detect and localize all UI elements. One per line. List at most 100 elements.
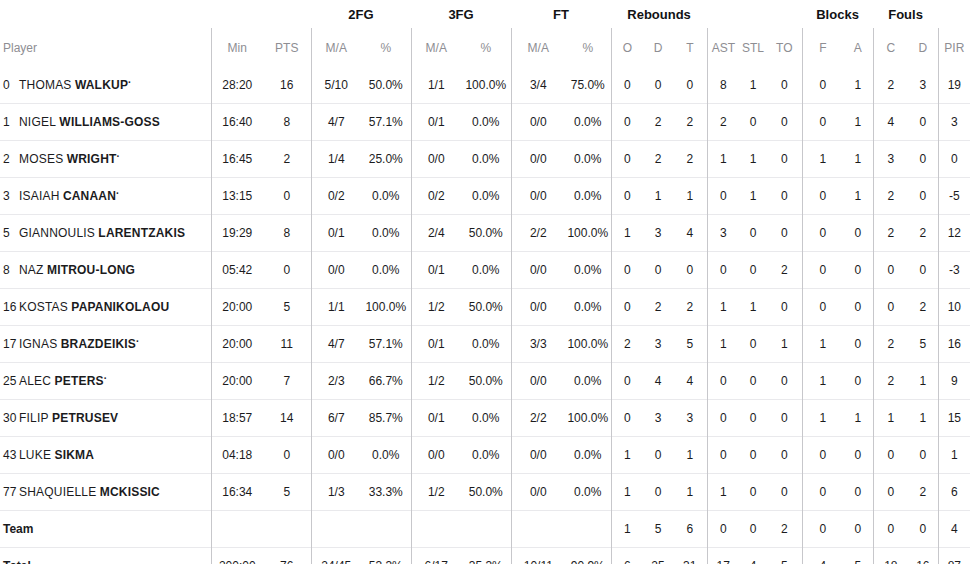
cell-min: 20:00 [211, 363, 263, 400]
cell-stl: 0 [739, 252, 767, 289]
cell-blk-f: 0 [802, 104, 843, 141]
cell-reb-t: 31 [673, 548, 707, 564]
cell-to: 0 [767, 437, 802, 474]
cell-ft-pct: 0.0% [565, 437, 611, 474]
cell-min: 16:34 [211, 474, 263, 511]
cell-ft-ma: 0/0 [511, 363, 565, 400]
cell-stl: 4 [739, 548, 767, 564]
cell-3fg-pct: 0.0% [461, 104, 511, 141]
player-row: 1NIGEL WILLIAMS-GOSS16:4084/757.1%0/10.0… [0, 104, 970, 141]
cell-reb-o: 1 [611, 215, 643, 252]
starter-mark: · [116, 188, 119, 199]
group-header-spacer [707, 0, 802, 28]
player-cell[interactable]: 5GIANNOULIS LARENTZAKIS [0, 215, 211, 252]
player-cell[interactable]: 30FILIP PETRUSEV [0, 400, 211, 437]
cell-min: 19:29 [211, 215, 263, 252]
cell-blk-a: 5 [843, 548, 873, 564]
cell-min: 16:40 [211, 104, 263, 141]
cell-reb-t: 2 [673, 104, 707, 141]
cell-stl: 1 [739, 178, 767, 215]
player-cell[interactable]: 1NIGEL WILLIAMS-GOSS [0, 104, 211, 141]
cell-blk-a: 1 [843, 178, 873, 215]
cell-reb-o: 0 [611, 400, 643, 437]
cell-reb-o: 0 [611, 363, 643, 400]
cell-stl: 0 [739, 437, 767, 474]
jersey-number: 8 [0, 263, 19, 277]
player-first-name: SHAQUIELLE [19, 485, 96, 499]
cell-ast: 3 [707, 215, 739, 252]
cell-min: 20:00 [211, 326, 263, 363]
cell-blk-a: 0 [843, 252, 873, 289]
player-cell[interactable]: 77SHAQUIELLE MCKISSIC [0, 474, 211, 511]
cell-3fg-pct: 0.0% [461, 400, 511, 437]
cell-to: 1 [767, 326, 802, 363]
player-row: 77SHAQUIELLE MCKISSIC16:3451/333.3%1/250… [0, 474, 970, 511]
cell-2fg-pct: 0.0% [361, 178, 411, 215]
cell-to: 0 [767, 104, 802, 141]
cell-reb-o: 2 [611, 326, 643, 363]
player-cell[interactable]: 3ISAIAH CANAAN· [0, 178, 211, 215]
cell-pir: 19 [938, 67, 970, 104]
player-cell[interactable]: 8NAZ MITROU-LONG [0, 252, 211, 289]
cell-3fg-ma: 1/2 [411, 363, 461, 400]
player-cell[interactable]: 0THOMAS WALKUP· [0, 67, 211, 104]
cell-reb-d: 3 [643, 400, 673, 437]
cell-2fg-pct: 0.0% [361, 215, 411, 252]
column-header-pts: PTS [263, 28, 311, 67]
jersey-number: 0 [0, 78, 19, 92]
cell-reb-d: 3 [643, 326, 673, 363]
cell-ast: 0 [707, 400, 739, 437]
player-row: 5GIANNOULIS LARENTZAKIS19:2980/10.0%2/45… [0, 215, 970, 252]
cell-pts: 0 [263, 178, 311, 215]
column-header-stl: STL [739, 28, 767, 67]
cell-reb-t: 2 [673, 289, 707, 326]
cell-reb-t: 0 [673, 252, 707, 289]
column-header-row: PlayerMinPTSM/A%M/A%M/A%ODTASTSTLTOFACDP… [0, 28, 970, 67]
cell-foul-c: 1 [873, 400, 908, 437]
cell-blk-f: 1 [802, 326, 843, 363]
cell-blk-a: 0 [843, 289, 873, 326]
cell-foul-d: 0 [908, 437, 938, 474]
cell-3fg-ma [411, 511, 461, 548]
player-cell[interactable]: 2MOSES WRIGHT· [0, 141, 211, 178]
cell-2fg-pct: 0.0% [361, 437, 411, 474]
cell-reb-o: 0 [611, 104, 643, 141]
cell-ft-pct: 0.0% [565, 178, 611, 215]
column-header-ft-ma: M/A [511, 28, 565, 67]
player-cell[interactable]: 25ALEC PETERS· [0, 363, 211, 400]
column-header-ft-pct: % [565, 28, 611, 67]
cell-ft-ma: 2/2 [511, 215, 565, 252]
cell-reb-t: 4 [673, 363, 707, 400]
cell-foul-c: 3 [873, 141, 908, 178]
cell-reb-d: 0 [643, 474, 673, 511]
cell-foul-c: 0 [873, 252, 908, 289]
cell-foul-c: 2 [873, 363, 908, 400]
cell-reb-d: 1 [643, 178, 673, 215]
player-cell[interactable]: 16KOSTAS PAPANIKOLAOU [0, 289, 211, 326]
cell-pts: 2 [263, 141, 311, 178]
cell-3fg-pct: 50.0% [461, 215, 511, 252]
cell-stl: 1 [739, 67, 767, 104]
total-row: Total200:007624/4553.3%6/1735.3%10/1190.… [0, 548, 970, 564]
cell-pir: 16 [938, 326, 970, 363]
player-cell[interactable]: 43LUKE SIKMA [0, 437, 211, 474]
jersey-number: 17 [0, 337, 19, 351]
cell-to: 2 [767, 252, 802, 289]
cell-reb-t: 3 [673, 400, 707, 437]
cell-3fg-pct: 50.0% [461, 289, 511, 326]
cell-reb-t: 4 [673, 215, 707, 252]
player-first-name: NIGEL [19, 115, 56, 129]
cell-blk-f: 0 [802, 474, 843, 511]
jersey-number: 1 [0, 115, 19, 129]
column-header-reb-d: D [643, 28, 673, 67]
cell-2fg-pct: 57.1% [361, 104, 411, 141]
cell-reb-t: 0 [673, 67, 707, 104]
cell-min: 16:45 [211, 141, 263, 178]
cell-3fg-ma: 0/0 [411, 141, 461, 178]
cell-reb-o: 0 [611, 289, 643, 326]
cell-2fg-ma: 0/0 [311, 437, 361, 474]
player-cell[interactable]: 17IGNAS BRAZDEIKIS· [0, 326, 211, 363]
cell-blk-f: 1 [802, 141, 843, 178]
cell-min: 18:57 [211, 400, 263, 437]
column-header-player: Player [0, 28, 211, 67]
